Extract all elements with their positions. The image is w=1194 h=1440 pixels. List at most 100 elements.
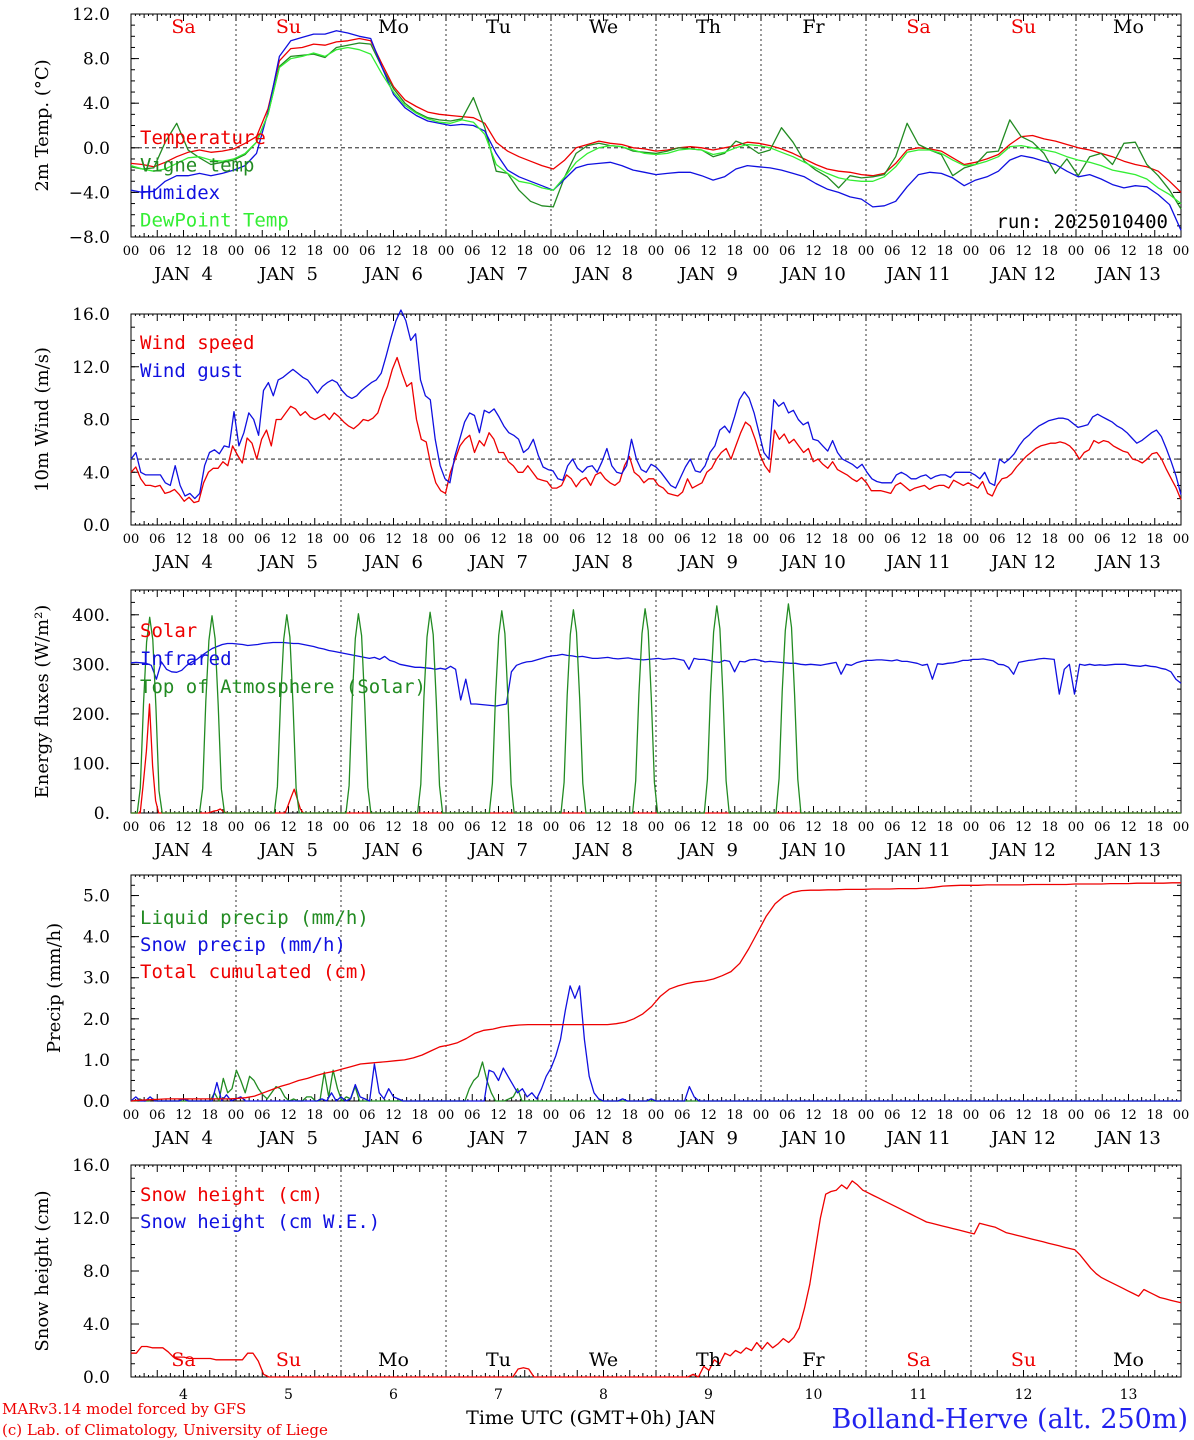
legend-entry: Liquid precip (mm/h)	[140, 907, 369, 929]
hour-label: 00	[333, 1108, 350, 1123]
panel-2: 16.0 12.0 8.0 4.0 0.0 10m Wind (m/s) Wind spee…	[32, 305, 1189, 573]
hour-label: 06	[884, 532, 901, 547]
hour-label: 18	[1146, 820, 1163, 835]
hour-label: 00	[333, 820, 350, 835]
hour-label: 06	[254, 1108, 271, 1123]
day-number: 7	[494, 1387, 503, 1403]
date-label: JAN 5	[257, 264, 318, 285]
hour-label: 18	[1146, 244, 1163, 259]
series-line-top-of-atmosphere-solar-	[131, 603, 1181, 814]
hour-label: 18	[1146, 1108, 1163, 1123]
day-number: 8	[599, 1387, 608, 1403]
bottom-day-numbers: 4 5 6 7 8 9 10 11 12 13	[179, 1387, 1137, 1403]
hour-label: 00	[858, 244, 875, 259]
hour-label: 12	[595, 532, 612, 547]
hour-label: 18	[306, 532, 323, 547]
y-tick-label: 8.0	[83, 1262, 110, 1282]
y-tick-label: 4.0	[83, 94, 110, 114]
hour-label: 12	[490, 1108, 507, 1123]
y-tick-label: 12.0	[72, 1209, 110, 1229]
hour-label: 18	[1041, 1108, 1058, 1123]
y-tick-label: 8.0	[83, 50, 110, 70]
hour-label: 00	[228, 244, 245, 259]
legend-entry: Snow height (cm W.E.)	[140, 1211, 380, 1233]
y-axis-label: Precip (mm/h)	[44, 923, 65, 1053]
hour-label: 00	[858, 532, 875, 547]
hour-label: 00	[753, 1108, 770, 1123]
y-tick-label: 0.	[94, 804, 110, 824]
y-tick-label: 0.0	[83, 516, 110, 536]
date-label: JAN 5	[257, 1128, 318, 1149]
legend-entry: Snow precip (mm/h)	[140, 934, 346, 956]
y-tick-label: 16.0	[72, 1156, 110, 1176]
y-tick-label: 8.0	[83, 411, 110, 431]
hour-label: 00	[1173, 1108, 1190, 1123]
date-label: JAN 7	[467, 1128, 528, 1149]
hour-label: 00	[648, 244, 665, 259]
hour-label: 00	[1173, 820, 1190, 835]
hour-label: 06	[1094, 820, 1111, 835]
hour-label: 18	[831, 1108, 848, 1123]
legend-entry: Vigne temp	[140, 155, 254, 177]
date-label: JAN 12	[989, 264, 1056, 285]
date-label: JAN 9	[677, 264, 738, 285]
hour-label: 06	[674, 820, 691, 835]
hour-label: 18	[831, 820, 848, 835]
hour-label: 06	[779, 820, 796, 835]
hour-label: 06	[674, 244, 691, 259]
y-tick-label: 2.0	[83, 1010, 110, 1030]
hour-label: 12	[595, 244, 612, 259]
day-name: Su	[276, 1349, 301, 1371]
date-label: JAN 8	[572, 264, 633, 285]
panel-3: 400. 300. 200. 100. 0. Energy fluxes (W/m²) So…	[32, 589, 1190, 861]
y-tick-label: 0.0	[83, 1368, 110, 1388]
hour-label: 00	[858, 820, 875, 835]
hour-label: 00	[543, 1108, 560, 1123]
hour-label: 00	[1068, 532, 1085, 547]
hour-label: 06	[989, 820, 1006, 835]
hour-label: 12	[910, 244, 927, 259]
hour-label: 12	[805, 532, 822, 547]
hour-label: 12	[280, 244, 297, 259]
hour-label: 12	[280, 1108, 297, 1123]
hour-label: 00	[1068, 1108, 1085, 1123]
hour-label: 00	[753, 244, 770, 259]
series-line-temperature	[130, 37, 1182, 193]
day-names-top: Sa Su Mo Tu We Th Fr Sa Su Mo	[171, 16, 1144, 38]
date-label: JAN 9	[677, 840, 738, 861]
day-name: Sa	[171, 1349, 195, 1371]
day-name: Tu	[486, 1349, 511, 1371]
hour-label: 06	[149, 532, 166, 547]
day-name: Sa	[906, 16, 930, 38]
hour-label: 06	[884, 1108, 901, 1123]
y-tick-label: 12.0	[72, 5, 110, 25]
hour-label: 06	[359, 244, 376, 259]
series-line-humidex	[130, 30, 1182, 231]
hour-label: 18	[621, 820, 638, 835]
y-tick-label: 3.0	[83, 969, 110, 989]
hour-label: 06	[674, 532, 691, 547]
hour-label: 12	[1015, 820, 1032, 835]
date-label: JAN 7	[467, 840, 528, 861]
hour-label: 18	[306, 244, 323, 259]
date-label: JAN 7	[467, 552, 528, 573]
hour-label: 12	[490, 532, 507, 547]
y-tick-label: 300.	[72, 655, 110, 675]
date-label: JAN 6	[362, 264, 423, 285]
panel-4: 5.0 4.0 3.0 2.0 1.0 0.0 Precip (mm/h) Liquid pr…	[44, 874, 1190, 1149]
hour-label: 18	[726, 532, 743, 547]
hour-label: 12	[700, 1108, 717, 1123]
y-tick-label: 200.	[72, 705, 110, 725]
hour-label: 12	[280, 532, 297, 547]
hour-label: 18	[726, 1108, 743, 1123]
hour-label: 12	[700, 532, 717, 547]
hour-label: 00	[1173, 244, 1190, 259]
legend-entry: Wind speed	[140, 332, 254, 354]
hour-label: 18	[201, 820, 218, 835]
y-axis-label: Energy fluxes (W/m²)	[32, 605, 53, 799]
hour-label: 06	[569, 820, 586, 835]
hour-label: 12	[175, 820, 192, 835]
hour-label: 06	[989, 532, 1006, 547]
date-label: JAN 6	[362, 1128, 423, 1149]
hour-label: 06	[674, 1108, 691, 1123]
